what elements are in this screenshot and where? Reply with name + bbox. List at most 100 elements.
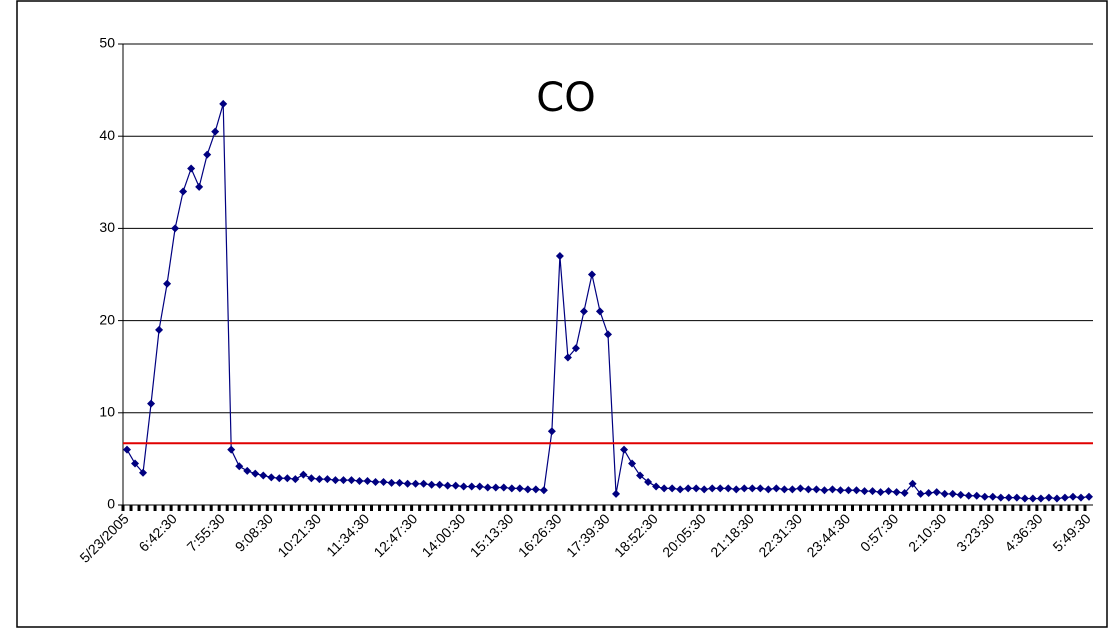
data-point [219, 99, 228, 108]
data-point [964, 491, 973, 500]
data-point [235, 462, 244, 471]
data-point [924, 489, 933, 498]
data-point [595, 307, 604, 316]
data-point [403, 479, 412, 488]
data-point [515, 484, 524, 493]
data-point [523, 485, 532, 494]
data-point [660, 484, 669, 493]
data-point [179, 187, 188, 196]
data-point [507, 484, 516, 493]
data-point [724, 484, 733, 493]
y-tick-label: 0 [107, 496, 115, 512]
data-point [852, 486, 861, 495]
data-point [1028, 494, 1037, 503]
data-point [988, 492, 997, 501]
data-point [740, 484, 749, 493]
data-point [427, 480, 436, 489]
data-point [844, 486, 853, 495]
data-point [379, 477, 388, 486]
data-point [531, 485, 540, 494]
data-point [139, 468, 148, 477]
data-point [251, 469, 260, 478]
data-point [756, 484, 765, 493]
data-point [155, 325, 164, 334]
data-point [716, 484, 725, 493]
data-point [475, 482, 484, 491]
data-point [884, 487, 893, 496]
data-point [748, 484, 757, 493]
data-point [900, 489, 909, 498]
data-point [780, 485, 789, 494]
data-point [1004, 493, 1013, 502]
data-point [1068, 492, 1077, 501]
data-point [876, 488, 885, 497]
data-point [980, 492, 989, 501]
data-point [587, 270, 596, 279]
data-point [291, 475, 300, 484]
data-point [628, 459, 637, 468]
data-point [908, 479, 917, 488]
data-point [1076, 493, 1085, 502]
data-point [1044, 493, 1053, 502]
data-point [836, 486, 845, 495]
data-point [483, 483, 492, 492]
data-point [892, 488, 901, 497]
data-point [171, 224, 180, 233]
data-point [195, 182, 204, 191]
data-point [668, 484, 677, 493]
data-point [331, 476, 340, 485]
data-point [644, 477, 653, 486]
data-point [772, 484, 781, 493]
data-point [708, 484, 717, 493]
data-point [411, 479, 420, 488]
data-point [604, 330, 612, 339]
data-point [459, 482, 468, 491]
data-point [972, 491, 981, 500]
data-point [355, 477, 364, 486]
data-point [820, 486, 829, 495]
data-point [131, 459, 140, 468]
data-point [1012, 493, 1021, 502]
y-tick-label: 20 [99, 311, 115, 327]
data-point [620, 445, 629, 454]
data-point [435, 480, 444, 489]
data-point [948, 489, 957, 498]
data-point [579, 307, 588, 316]
data-point [563, 353, 572, 362]
y-tick-label: 10 [99, 404, 115, 420]
data-point [387, 478, 396, 487]
data-point [147, 399, 156, 408]
data-point [812, 485, 821, 494]
data-point [419, 479, 428, 488]
data-point [499, 483, 508, 492]
data-point [732, 485, 741, 494]
data-point [692, 484, 701, 493]
data-point [307, 474, 316, 483]
data-point [764, 485, 773, 494]
data-point [275, 474, 284, 483]
data-point [788, 485, 797, 494]
data-point [860, 487, 869, 496]
data-point [211, 127, 220, 136]
data-point [243, 466, 252, 475]
data-point [636, 471, 645, 480]
chart-title: CO [536, 75, 595, 121]
data-point [804, 485, 813, 494]
data-point [940, 489, 949, 498]
data-point [932, 488, 941, 497]
data-point [339, 476, 348, 485]
data-point [363, 477, 372, 486]
data-point [467, 482, 476, 491]
data-point [956, 490, 965, 499]
data-point [443, 481, 452, 490]
data-point [123, 445, 132, 454]
data-point [315, 475, 324, 484]
data-point [796, 484, 805, 493]
data-point [451, 481, 460, 490]
y-tick-label: 30 [99, 219, 115, 235]
data-point [612, 489, 621, 498]
data-point [996, 493, 1005, 502]
data-point [700, 485, 709, 494]
data-point [1036, 494, 1045, 503]
